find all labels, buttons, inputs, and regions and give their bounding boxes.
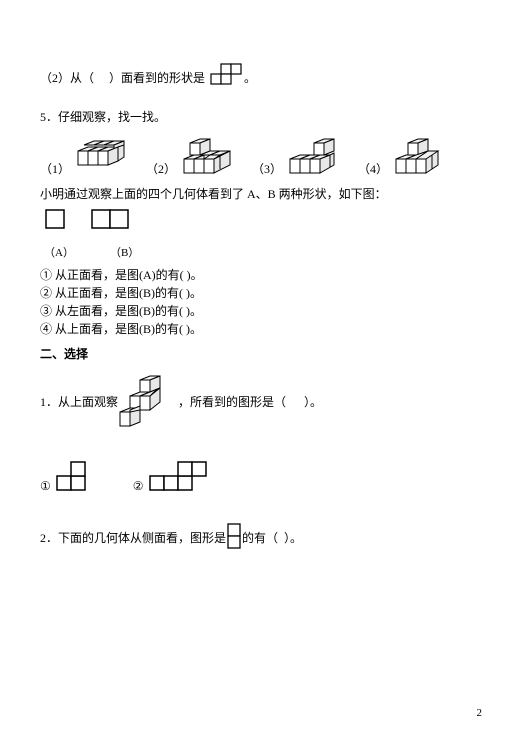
q5-fig-1-icon <box>76 135 132 177</box>
s2-q1: 1．从上面观察 ，所看到的图形是（ ）。 <box>40 372 482 430</box>
s2-q2-b: 的有（ ）。 <box>242 529 302 546</box>
opt2-shape-icon <box>148 460 210 494</box>
q5-fig-3-icon <box>288 135 344 177</box>
q5-item-2: ② 从正面看，是图(B)的有( )。 <box>40 284 482 301</box>
q5-label-4: （4） <box>358 160 388 177</box>
opt1-label: ① <box>40 479 51 494</box>
q5-ab-shapes <box>44 208 482 230</box>
label-a: （A） <box>44 244 74 260</box>
q5-item-1: ① 从正面看，是图(A)的有( )。 <box>40 266 482 283</box>
s2-q2-a: 2．下面的几何体从侧面看，图形是 <box>40 529 226 546</box>
q5-text1: 小明通过观察上面的四个几何体看到了 A、B 两种形状，如下图： <box>40 185 482 202</box>
opt2-label: ② <box>133 479 144 494</box>
q5-label-1: （1） <box>40 160 70 177</box>
q5-label-3: （3） <box>252 160 282 177</box>
q5-items: ① 从正面看，是图(A)的有( )。 ② 从正面看，是图(B)的有( )。 ③ … <box>40 266 482 337</box>
s2-q1-b: ，所看到的图形是（ ）。 <box>178 393 322 410</box>
q5-figures-row: （1） <box>40 135 482 177</box>
q5-fig-2-icon <box>182 135 238 177</box>
q5-title: 5．仔细观察，找一找。 <box>40 108 482 125</box>
q2-text-a: （2）从（ ）面看到的形状是 <box>40 69 208 86</box>
q5-label-2: （2） <box>146 160 176 177</box>
label-b: （B） <box>110 244 139 260</box>
q5-item-4: ④ 从上面看，是图(B)的有( )。 <box>40 320 482 337</box>
q5-item-3: ③ 从左面看，是图(B)的有( )。 <box>40 302 482 319</box>
q2-shape-icon <box>208 62 244 92</box>
section2-title: 二、选择 <box>40 345 482 362</box>
s2-q1-a: 1．从上面观察 <box>40 393 118 410</box>
q2-line: （2）从（ ）面看到的形状是 。 <box>40 62 482 92</box>
page-number: 2 <box>477 707 483 719</box>
s2-q2-shape-icon <box>226 522 242 552</box>
opt1-shape-icon <box>55 448 103 494</box>
shape-b-icon <box>90 208 130 230</box>
q5-ab-labels: （A） （B） <box>44 244 482 260</box>
s2-q1-fig-icon <box>118 372 178 430</box>
shape-a-icon <box>44 208 66 230</box>
q5-fig-4-icon <box>394 135 450 177</box>
q2-text-b: 。 <box>244 69 256 86</box>
s2-q1-opts: ① ② <box>40 448 482 494</box>
s2-q2: 2．下面的几何体从侧面看，图形是 的有（ ）。 <box>40 522 482 552</box>
